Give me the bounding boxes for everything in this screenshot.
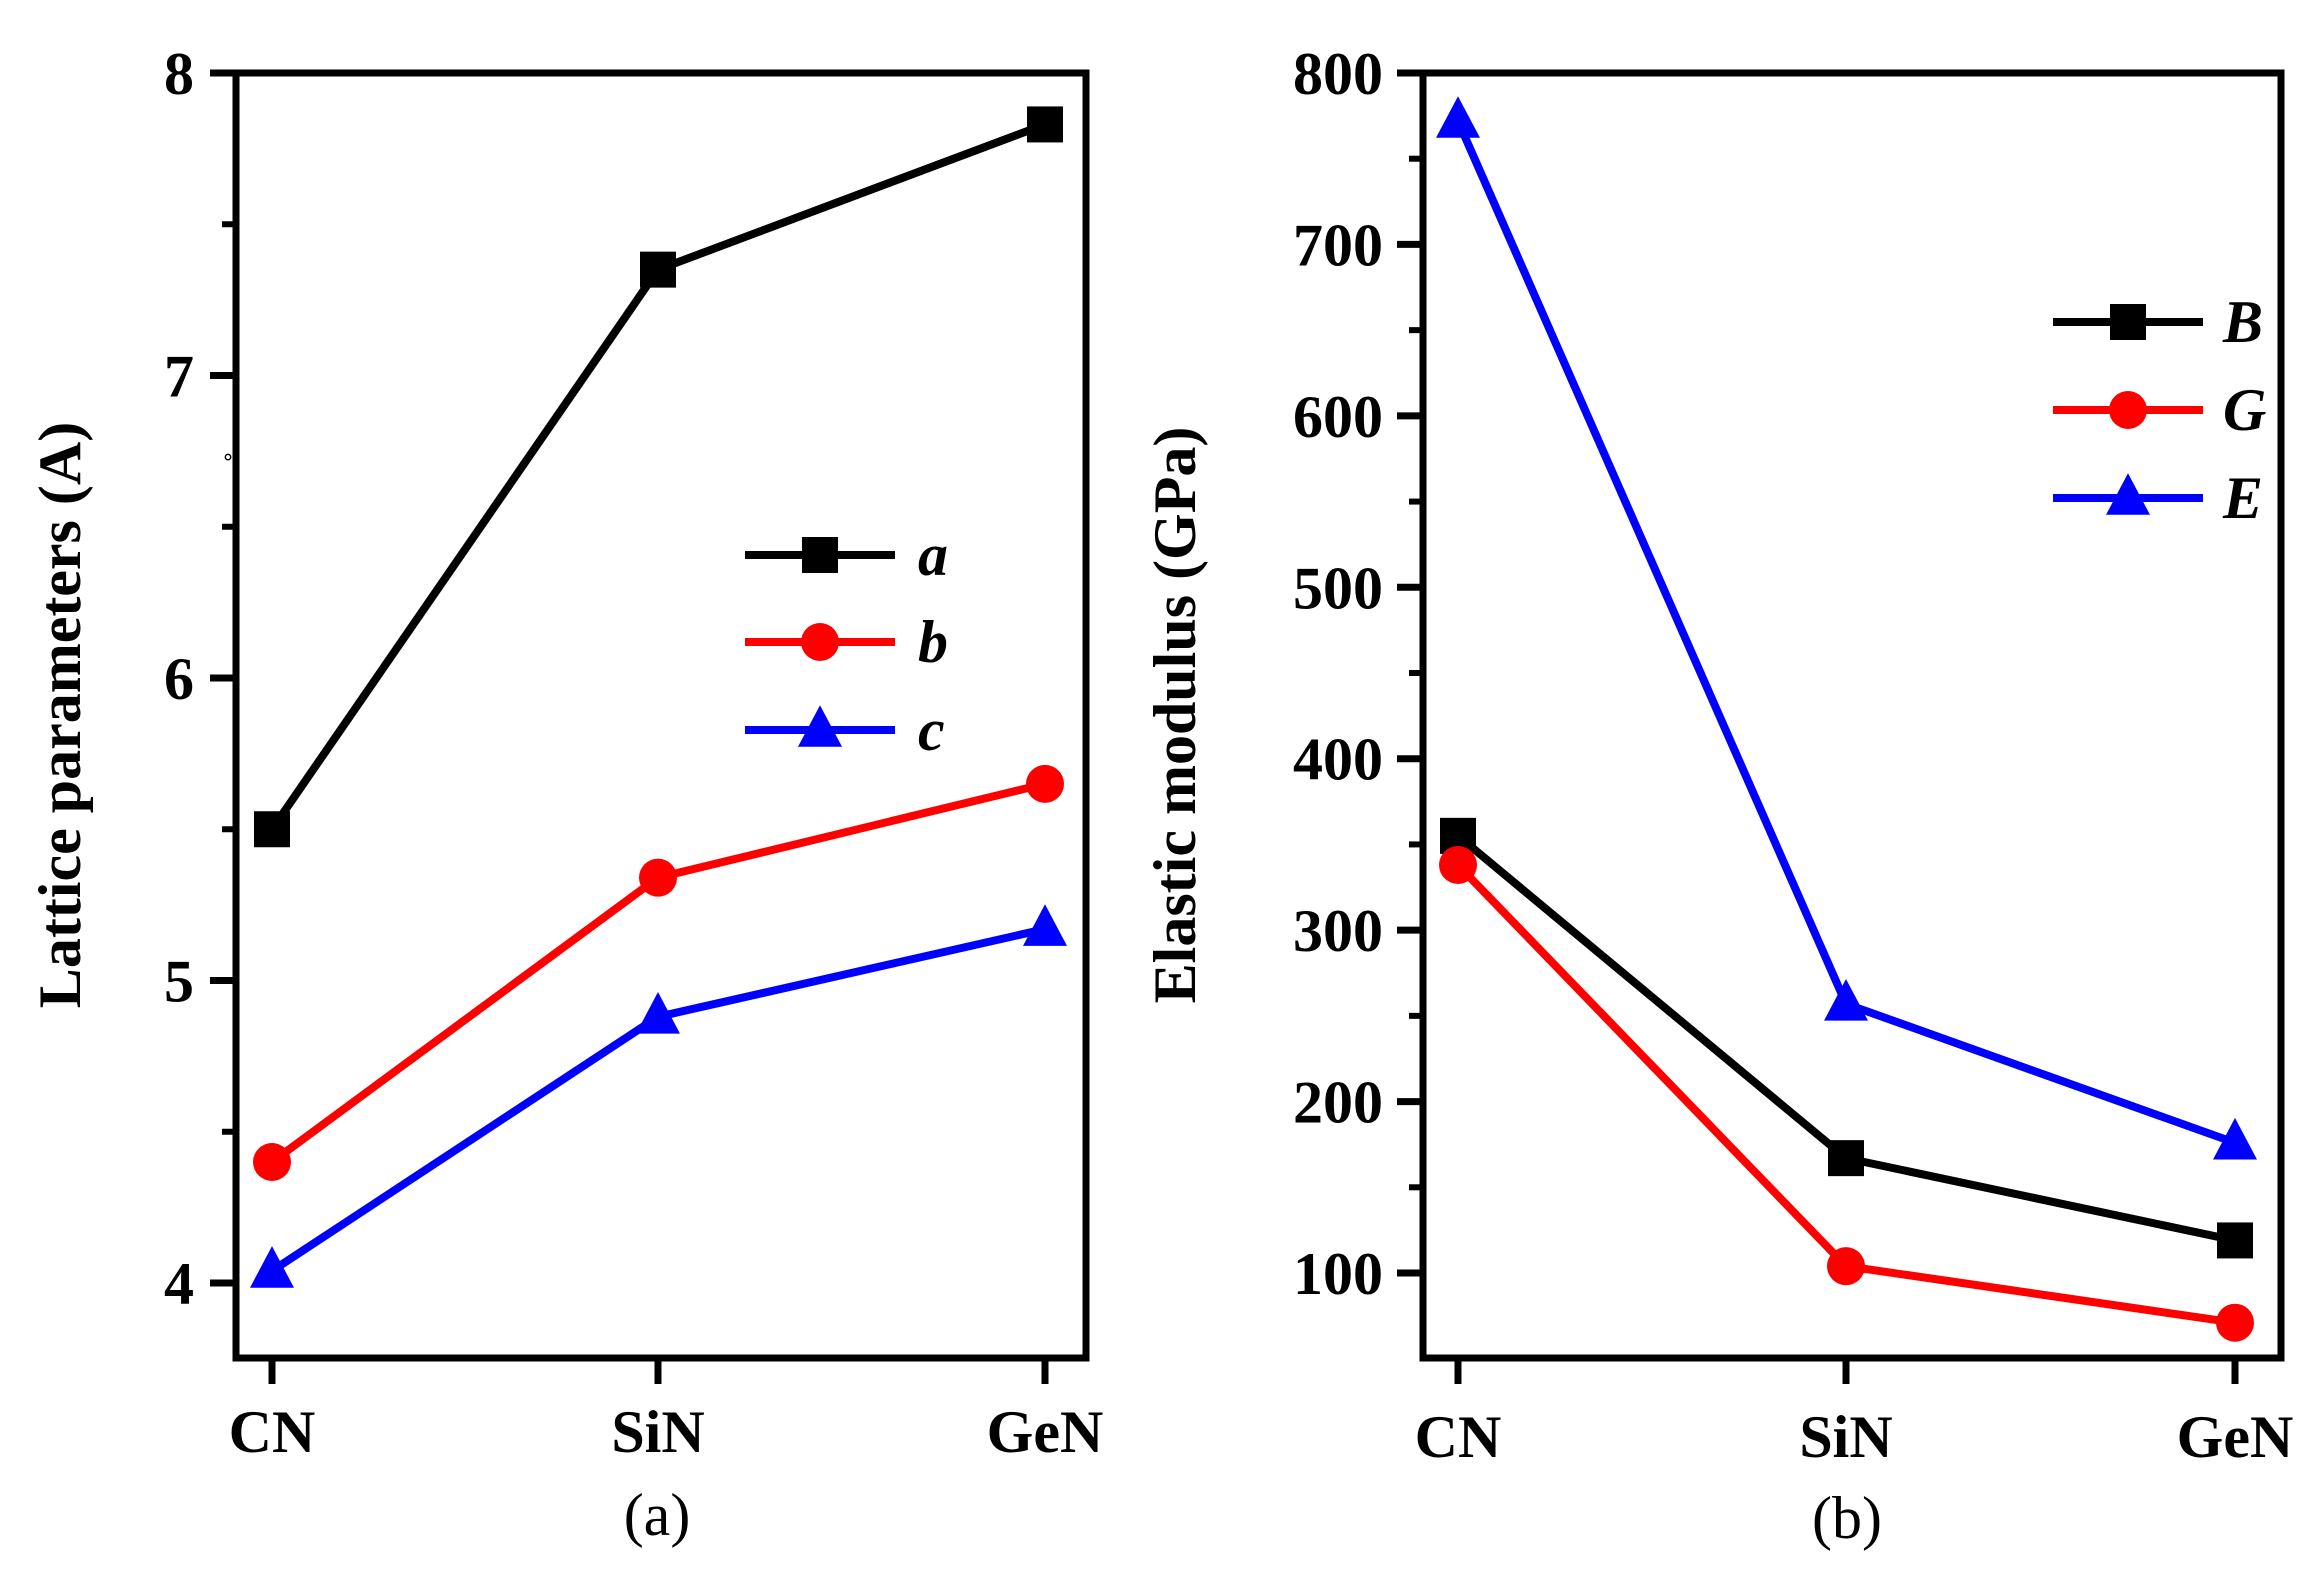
- y-tick-label: 200: [1293, 1070, 1383, 1136]
- y-tick-labels: 4 5 6 7 8: [164, 41, 194, 1317]
- legend-label: c: [918, 697, 945, 763]
- legend-item-a: a: [745, 522, 948, 588]
- legend-label: G: [2223, 377, 2266, 443]
- y-tick-label: 100: [1293, 1241, 1383, 1307]
- legend-marker: [798, 705, 842, 747]
- data-point-B-SiN: [1828, 1140, 1864, 1177]
- legend-item-b: b: [745, 609, 948, 675]
- y-tick-label: 300: [1293, 898, 1383, 964]
- series-E: [1436, 96, 2257, 1160]
- y-tick-label: 700: [1293, 212, 1383, 278]
- x-ticks: [1454, 1358, 2239, 1384]
- y-tick-label: 400: [1293, 727, 1383, 793]
- angstrom-ring: °: [223, 451, 234, 476]
- legend-marker: [2109, 391, 2147, 429]
- legend-marker: [2106, 473, 2150, 515]
- series-layer: [250, 106, 1067, 1288]
- series-a: [254, 106, 1063, 848]
- y-tick-label: 4: [164, 1251, 194, 1317]
- y-tick-label: 8: [164, 41, 194, 107]
- data-point-a-CN: [254, 811, 290, 848]
- data-point-E-GeN: [2213, 1117, 2257, 1160]
- legend-item-E: E: [2053, 465, 2263, 531]
- legend: BGE: [2053, 289, 2266, 531]
- data-point-c-CN: [250, 1246, 294, 1288]
- x-tick-labels: CN SiN GeN: [229, 1399, 1104, 1465]
- legend-label: b: [918, 609, 948, 675]
- y-tick-labels: 100 200 300 400 500 600 700 800: [1293, 41, 1383, 1307]
- y-tick-label: 7: [164, 344, 194, 410]
- y-tick-label: 800: [1293, 41, 1383, 107]
- y-tick-label: 600: [1293, 384, 1383, 450]
- legend-item-c: c: [745, 697, 945, 763]
- series-line-B: [1455, 832, 2236, 1245]
- data-point-b-GeN: [1026, 764, 1064, 803]
- data-point-E-CN: [1436, 96, 1480, 138]
- data-point-E-SiN: [1824, 979, 1868, 1021]
- legend-item-B: B: [2053, 289, 2263, 355]
- y-minor-ticks: [1409, 155, 1423, 1191]
- data-point-b-SiN: [639, 858, 677, 897]
- legend: abc: [745, 522, 948, 763]
- data-point-B-GeN: [2217, 1222, 2253, 1259]
- legend-label: B: [2222, 289, 2263, 355]
- x-ticks: [268, 1358, 1049, 1384]
- x-tick-label: GeN: [2177, 1404, 2294, 1470]
- series-line-c: [269, 925, 1046, 1275]
- data-point-G-GeN: [2216, 1303, 2254, 1342]
- data-point-G-CN: [1439, 846, 1477, 884]
- series-B: [1440, 817, 2253, 1259]
- series-G: [1439, 846, 2254, 1342]
- x-tick-label: CN: [229, 1399, 316, 1465]
- x-tick-labels: CN SiN GeN: [1415, 1404, 2294, 1470]
- data-point-c-SiN: [636, 992, 680, 1034]
- y-major-ticks: [1397, 69, 1423, 1277]
- panel-caption: (b): [1812, 1485, 1882, 1551]
- legend-marker: [2110, 304, 2146, 340]
- x-tick-label: SiN: [611, 1399, 704, 1465]
- plot-frame: [1419, 69, 2285, 1362]
- y-minor-ticks: [222, 221, 236, 1135]
- x-tick-label: CN: [1415, 1404, 1502, 1470]
- data-point-c-GeN: [1023, 904, 1067, 946]
- data-point-a-GeN: [1027, 106, 1063, 143]
- y-axis-title: Lattice parameters (A): [27, 422, 93, 1008]
- series-c: [250, 904, 1067, 1288]
- series-line-b: [269, 779, 1046, 1166]
- y-tick-label: 6: [164, 646, 194, 712]
- y-axis-title: Elastic modulus (GPa): [1142, 427, 1208, 1004]
- series-b: [253, 764, 1064, 1181]
- x-tick-label: SiN: [1799, 1404, 1892, 1470]
- legend-label: E: [2222, 465, 2263, 531]
- legend-item-G: G: [2053, 377, 2266, 443]
- data-point-b-CN: [253, 1143, 291, 1181]
- y-tick-label: 500: [1293, 555, 1383, 621]
- panel-caption: (a): [624, 1482, 691, 1548]
- data-point-a-SiN: [640, 251, 676, 288]
- panel-b: 100 200 300 400 500 600 700 800 CN SiN GeN Elasti…: [1142, 41, 2293, 1551]
- y-major-ticks: [210, 69, 236, 1287]
- x-tick-label: GeN: [987, 1399, 1104, 1465]
- series-layer: [1436, 96, 2257, 1342]
- legend-marker: [802, 537, 838, 573]
- legend-marker: [801, 623, 839, 661]
- y-tick-label: 5: [164, 949, 194, 1015]
- legend-label: a: [918, 522, 948, 588]
- data-point-G-SiN: [1827, 1247, 1865, 1286]
